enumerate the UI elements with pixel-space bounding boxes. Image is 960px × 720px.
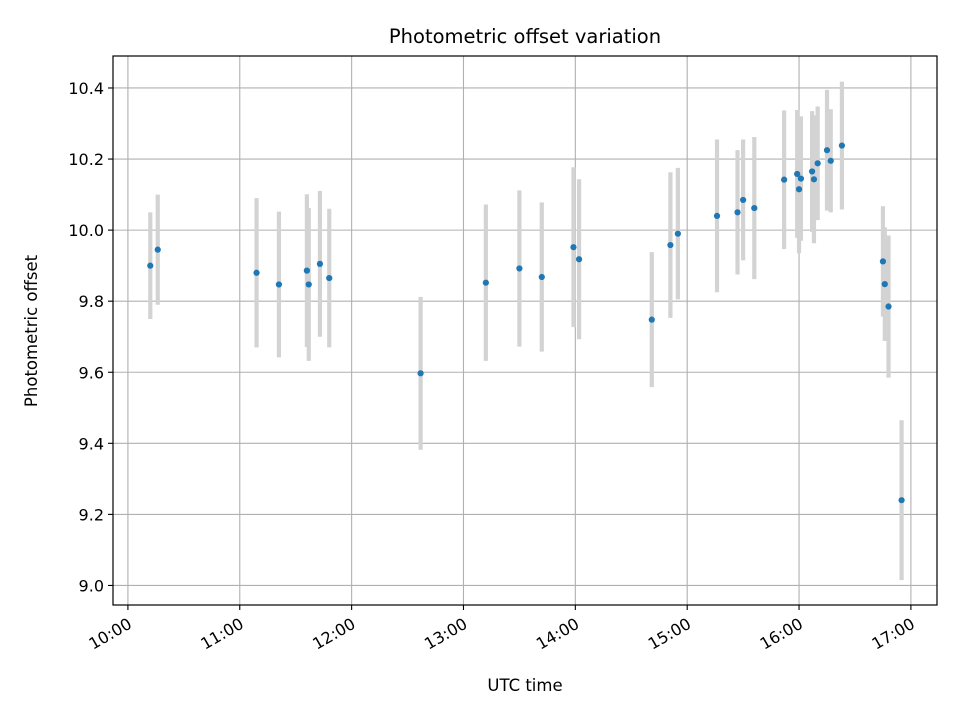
y-tick-label: 9.4 (79, 434, 104, 453)
data-point (794, 170, 801, 178)
data-point (417, 370, 424, 377)
y-tick-label: 9.0 (79, 576, 104, 595)
data-point (879, 258, 887, 265)
y-tick-label: 10.2 (68, 150, 104, 169)
data-point (713, 212, 721, 220)
data-point (275, 281, 283, 288)
y-tick-label: 10.0 (68, 221, 104, 240)
data-point (885, 303, 892, 310)
y-axis-ticks: 9.0 9.2 9.4 9.6 9.8 10.0 10.2 10.4 (68, 79, 113, 595)
y-axis-label: Photometric offset (22, 254, 41, 407)
data-point (326, 274, 333, 282)
data-point (898, 497, 905, 504)
marker-layer (147, 142, 905, 504)
data-point (316, 260, 324, 267)
data-point (808, 168, 816, 175)
data-point (516, 265, 523, 272)
y-tick-label: 10.4 (68, 79, 104, 98)
data-point (575, 256, 583, 263)
data-point (797, 175, 805, 182)
chart-title: Photometric offset variation (389, 25, 661, 48)
data-point (154, 246, 161, 253)
y-tick-label: 9.8 (79, 292, 104, 311)
y-tick-label: 9.6 (79, 363, 104, 382)
data-point (810, 176, 818, 183)
data-point (538, 273, 545, 281)
data-point (734, 209, 741, 216)
data-point (482, 279, 489, 286)
x-axis-label: UTC time (487, 676, 562, 695)
plot-frame (112, 55, 938, 606)
data-point (781, 176, 788, 183)
data-point (795, 186, 803, 193)
data-point (838, 142, 846, 149)
data-point (814, 160, 821, 167)
data-point (667, 241, 674, 249)
data-point (648, 316, 655, 323)
data-point (253, 269, 260, 276)
grid-layer (113, 56, 937, 605)
data-point (881, 281, 888, 288)
data-point (674, 230, 681, 237)
data-point (570, 244, 577, 251)
data-point (305, 281, 312, 288)
data-point (827, 157, 834, 164)
data-point (740, 196, 747, 204)
data-point (303, 267, 310, 274)
data-point (147, 262, 154, 269)
y-tick-label: 9.2 (79, 505, 104, 524)
data-point (823, 147, 831, 154)
data-point (751, 204, 758, 212)
